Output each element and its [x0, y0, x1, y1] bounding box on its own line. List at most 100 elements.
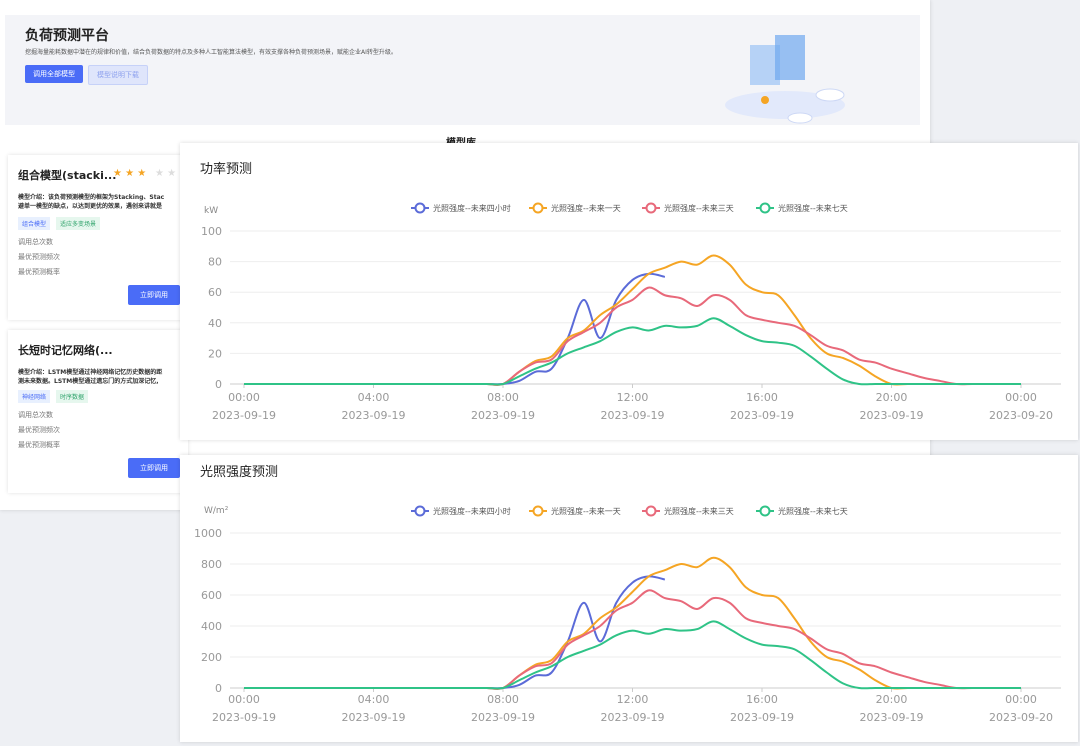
- tag: 时序数据: [56, 390, 89, 403]
- call-button[interactable]: 立即调用: [128, 458, 180, 478]
- x-tick-label: 00:00: [228, 391, 260, 404]
- legend-label: 光照强度--未来一天: [551, 203, 621, 213]
- x-tick-date: 2023-09-19: [730, 711, 794, 724]
- stat-label: 最优预测频次: [18, 253, 60, 261]
- series-line: [244, 272, 666, 386]
- x-tick-label: 20:00: [876, 391, 908, 404]
- chart: 光照强度预测 W/m² 0 200 400 600 800 1000 00:00 2023-09-…: [194, 464, 1061, 724]
- x-tick-date: 2023-09-20: [989, 711, 1053, 724]
- x-tick-label: 16:00: [746, 693, 778, 706]
- x-tick-label: 12:00: [617, 391, 649, 404]
- legend-label: 光照强度--未来四小时: [433, 203, 511, 213]
- series-line: [244, 254, 1021, 386]
- legend-marker: [414, 202, 426, 214]
- tag: 组合模型: [18, 217, 51, 230]
- y-tick-label: 80: [208, 256, 222, 269]
- series-line: [244, 589, 1021, 690]
- legend-label: 光照强度--未来一天: [551, 506, 621, 516]
- rating: ★ ★ ★ ★ ★: [113, 168, 176, 179]
- stat-label: 调用总次数: [18, 238, 53, 246]
- stat-label: 最优预测频次: [18, 426, 60, 434]
- x-tick-date: 2023-09-19: [471, 409, 535, 422]
- y-axis-label: kW: [204, 206, 218, 216]
- y-tick-label: 100: [201, 225, 222, 238]
- series-line: [244, 317, 1021, 386]
- legend-marker: [759, 505, 771, 517]
- call-button[interactable]: 立即调用: [128, 285, 180, 305]
- legend-marker: [414, 505, 426, 517]
- model-card: 组合模型(stacki... ★ ★ ★ ★ ★ 模型介绍：该负荷预测模型的框架为…: [8, 155, 188, 320]
- y-tick-label: 60: [208, 286, 222, 299]
- legend-marker: [759, 202, 771, 214]
- x-tick-date: 2023-09-19: [860, 711, 924, 724]
- x-tick-date: 2023-09-19: [860, 409, 924, 422]
- x-tick-label: 08:00: [487, 693, 519, 706]
- x-tick-label: 16:00: [746, 391, 778, 404]
- x-tick-date: 2023-09-19: [342, 711, 406, 724]
- x-tick-label: 12:00: [617, 693, 649, 706]
- x-tick-label: 00:00: [1005, 693, 1037, 706]
- x-tick-date: 2023-09-19: [342, 409, 406, 422]
- series-line: [244, 556, 1021, 690]
- card-intro: 模型介绍：LSTM模型通过神经网络记忆历史数据的距: [18, 369, 163, 376]
- x-tick-date: 2023-09-19: [601, 711, 665, 724]
- y-tick-label: 40: [208, 317, 222, 330]
- svg-text:★ ★ ★: ★ ★ ★: [113, 168, 146, 179]
- y-tick-label: 0: [215, 378, 222, 391]
- x-tick-date: 2023-09-19: [601, 409, 665, 422]
- legend-marker: [645, 505, 657, 517]
- chart-panel: 光照强度预测 W/m² 0 200 400 600 800 1000 00:00 2023-09-…: [180, 455, 1078, 742]
- tag: 神经网络: [18, 390, 51, 403]
- model-card: 长短时记忆网络(... 模型介绍：LSTM模型通过神经网络记忆历史数据的距 测未…: [8, 330, 188, 493]
- chart-panel: 功率预测 kW 0 20 40 60 80 100 00:00 2023-09-19 04:00 20…: [180, 143, 1078, 440]
- y-tick-label: 400: [201, 620, 222, 633]
- y-tick-label: 200: [201, 651, 222, 664]
- chart: 功率预测 kW 0 20 40 60 80 100 00:00 2023-09-19 04:00 20…: [200, 161, 1061, 422]
- stat-label: 调用总次数: [18, 411, 53, 419]
- x-tick-date: 2023-09-19: [471, 711, 535, 724]
- legend-label: 光照强度--未来三天: [664, 203, 734, 213]
- x-tick-label: 04:00: [358, 693, 390, 706]
- tag: 适应多变场景: [56, 217, 101, 230]
- x-tick-date: 2023-09-19: [212, 711, 276, 724]
- chart-title: 光照强度预测: [200, 464, 278, 480]
- legend-label: 光照强度--未来七天: [778, 203, 848, 213]
- card-intro: 模型介绍：该负荷预测模型的框架为Stacking、Stac: [18, 194, 165, 201]
- y-tick-label: 0: [215, 682, 222, 695]
- y-tick-label: 20: [208, 347, 222, 360]
- legend-marker: [645, 202, 657, 214]
- card-title: 长短时记忆网络(...: [18, 344, 113, 357]
- x-tick-date: 2023-09-19: [730, 409, 794, 422]
- header-description: 挖掘海量能耗数据中潜在的规律和价值，结合负荷数据的特点及多种人工智能算法模型，有…: [25, 49, 397, 56]
- series-line: [244, 620, 1021, 690]
- y-axis-label: W/m²: [204, 506, 229, 516]
- legend-marker: [532, 202, 544, 214]
- y-tick-label: 1000: [194, 527, 222, 540]
- download-button[interactable]: 模型说明下载: [88, 65, 148, 85]
- x-tick-label: 00:00: [1005, 391, 1037, 404]
- x-tick-label: 08:00: [487, 391, 519, 404]
- card-intro: 测未来数据。LSTM模型通过遗忘门的方式加深记忆,: [18, 378, 159, 385]
- stat-label: 最优预测概率: [18, 441, 60, 449]
- header-title: 负荷预测平台: [25, 28, 109, 44]
- x-tick-date: 2023-09-19: [212, 409, 276, 422]
- card-intro: 避单一模型的缺点，以达到更优的效果，遇创来讲就是: [18, 203, 163, 210]
- chart-title: 功率预测: [200, 161, 252, 177]
- x-tick-label: 04:00: [358, 391, 390, 404]
- series-line: [244, 286, 1021, 386]
- svg-text:★ ★: ★ ★: [155, 168, 176, 179]
- x-tick-date: 2023-09-20: [989, 409, 1053, 422]
- x-tick-label: 20:00: [876, 693, 908, 706]
- y-tick-label: 600: [201, 589, 222, 602]
- series-line: [244, 575, 666, 690]
- card-title: 组合模型(stacki...: [18, 169, 117, 182]
- stat-label: 最优预测概率: [18, 268, 60, 276]
- legend-label: 光照强度--未来四小时: [433, 506, 511, 516]
- legend-label: 光照强度--未来三天: [664, 506, 734, 516]
- y-tick-label: 800: [201, 558, 222, 571]
- legend-marker: [532, 505, 544, 517]
- legend-label: 光照强度--未来七天: [778, 506, 848, 516]
- call-all-button[interactable]: 调用全部模型: [25, 65, 83, 83]
- x-tick-label: 00:00: [228, 693, 260, 706]
